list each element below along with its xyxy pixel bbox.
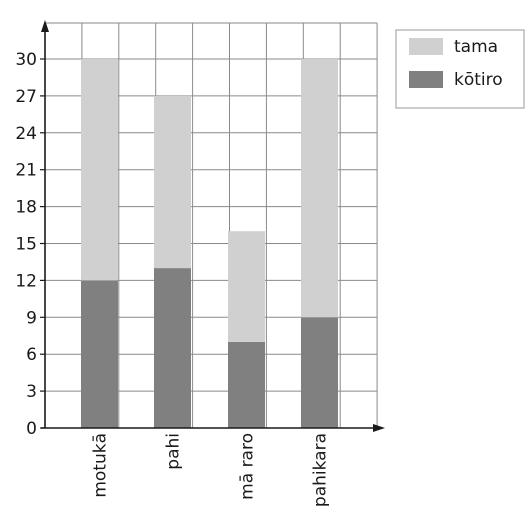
axes xyxy=(41,20,385,432)
y-axis-arrow-icon xyxy=(41,20,49,32)
bar-kōtiro-pahikara xyxy=(301,317,338,428)
y-tick-label: 15 xyxy=(15,235,37,255)
legend: tama kōtiro xyxy=(395,29,525,109)
y-tick-labels: 0 3 6 9 12 15 18 21 24 27 30 xyxy=(15,50,45,439)
x-tick-label: mā raro xyxy=(238,433,258,500)
y-tick-label: 18 xyxy=(15,198,37,218)
y-tick-label: 0 xyxy=(26,419,37,439)
bars xyxy=(81,59,338,428)
bar-kōtiro-motukā xyxy=(81,280,118,428)
legend-label-tama: tama xyxy=(454,37,498,57)
y-tick-label: 24 xyxy=(15,124,37,144)
bar-kōtiro-pahi xyxy=(154,268,191,428)
y-tick-label: 21 xyxy=(15,161,37,181)
y-tick-label: 6 xyxy=(26,345,37,365)
legend-label-kōtiro: kōtiro xyxy=(454,70,503,90)
x-tick-label: motukā xyxy=(91,433,111,498)
bar-tama-motukā xyxy=(81,59,118,281)
y-tick-label: 30 xyxy=(15,50,37,70)
y-tick-label: 27 xyxy=(15,87,37,107)
y-tick-label: 3 xyxy=(26,382,37,402)
bar-kōtiro-mā raro xyxy=(228,341,265,428)
legend-swatch-tama xyxy=(409,38,443,55)
bar-tama-pahikara xyxy=(301,59,338,318)
x-axis-arrow-icon xyxy=(373,424,385,432)
bar-tama-mā raro xyxy=(228,231,265,342)
legend-swatch-kōtiro xyxy=(409,71,443,88)
y-tick-label: 12 xyxy=(15,271,37,291)
bar-tama-pahi xyxy=(154,95,191,269)
y-tick-label: 9 xyxy=(26,308,37,328)
x-tick-label: pahi xyxy=(164,433,184,470)
x-tick-label: pahikara xyxy=(311,433,331,507)
x-tick-labels: motukā pahi mā raro pahikara xyxy=(91,433,331,507)
